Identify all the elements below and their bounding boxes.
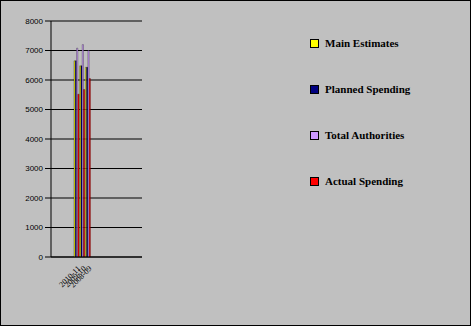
svg-text:3000: 3000 [25,164,43,173]
svg-text:5000: 5000 [25,105,43,114]
svg-text:4000: 4000 [25,135,43,144]
svg-text:2000: 2000 [25,194,43,203]
svg-text:6000: 6000 [25,76,43,85]
svg-text:7000: 7000 [25,46,43,55]
html-text:Total Authorities: Total Authorities [325,129,405,141]
html-text:Planned Spending: Planned Spending [325,83,411,95]
svg-text:2010-11: 2010-11 [57,264,82,289]
svg-text:8000: 8000 [25,17,43,26]
svg-text:1000: 1000 [25,223,43,232]
html-text:Actual Spending: Actual Spending [325,175,403,187]
svg-text:0: 0 [39,253,44,262]
html-text:Main Estimates: Main Estimates [325,37,399,49]
